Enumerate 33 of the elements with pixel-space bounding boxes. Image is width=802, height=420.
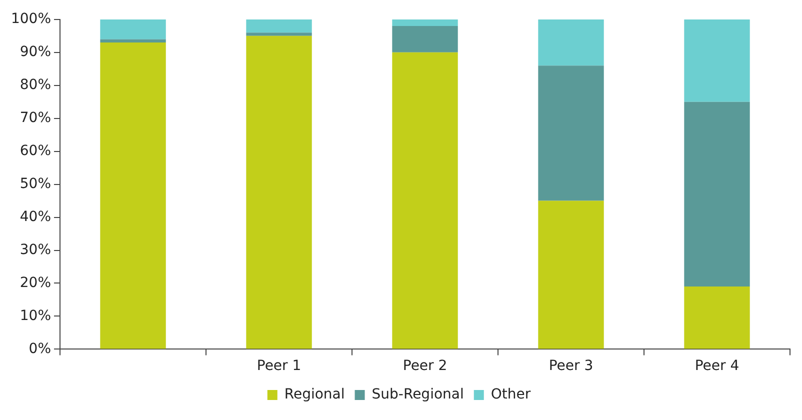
bar: [684, 286, 750, 349]
bar: [684, 102, 750, 287]
y-tick-label: 90%: [20, 44, 52, 60]
bar: [538, 66, 604, 201]
bar: [100, 39, 166, 42]
x-tick-label: Peer 1: [256, 358, 302, 374]
bar: [684, 19, 750, 102]
bar: [100, 42, 166, 349]
legend-label: Other: [490, 386, 531, 403]
y-tick-label: 20%: [20, 274, 52, 291]
bar: [392, 52, 458, 349]
bar: [246, 36, 312, 349]
bar: [538, 19, 604, 66]
y-tick-label: 100%: [10, 11, 52, 28]
bar: [246, 19, 312, 33]
y-tick-label: 70%: [20, 110, 52, 126]
y-tick-label: 80%: [20, 77, 52, 93]
y-tick-label: 50%: [20, 176, 52, 192]
x-tick-label: Peer 3: [548, 358, 594, 374]
y-tick-label: 60%: [20, 142, 52, 159]
y-tick-label: 30%: [20, 242, 52, 258]
y-tick-label: 40%: [20, 208, 52, 225]
bar: [100, 19, 166, 40]
bar: [392, 26, 458, 52]
x-tick-label: Peer 2: [402, 358, 448, 374]
bar: [392, 19, 458, 26]
bar: [538, 200, 604, 349]
y-tick-label: 10%: [20, 308, 52, 324]
x-tick-label: Peer 4: [694, 358, 740, 374]
legend-label: Sub-Regional: [372, 386, 464, 403]
y-tick-label: 0%: [28, 340, 52, 357]
bar: [246, 32, 312, 36]
legend-label: Regional: [284, 386, 345, 403]
